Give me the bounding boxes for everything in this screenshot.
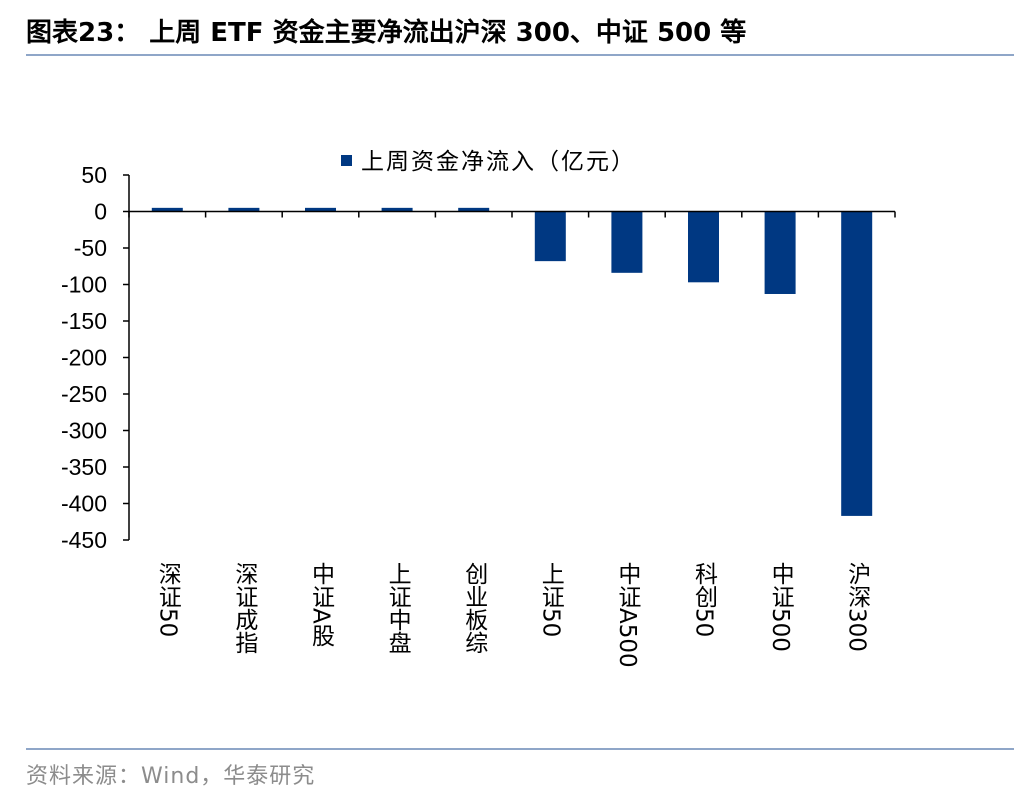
bar [534, 211, 566, 262]
source-rule [26, 748, 1014, 750]
figure-title: 图表23： 上周 ETF 资金主要净流出沪深 300、中证 500 等 [26, 18, 747, 48]
bar [611, 211, 643, 273]
bar [688, 211, 719, 283]
y-tick-label: -350 [61, 454, 107, 480]
category-labels: 深证50 深证成指 中证A股 上证中盘 创业板综 上证50 中证A500 科创50 中证500 沪… [154, 562, 871, 668]
category-label: 科创50 [691, 562, 719, 637]
source-note: 资料来源：Wind，华泰研究 [26, 764, 316, 789]
bar [381, 207, 413, 212]
legend-swatch [341, 155, 352, 166]
y-tick-label: -150 [61, 308, 107, 334]
category-label: 上证中盘 [384, 562, 411, 654]
bar [458, 207, 490, 212]
y-tick-label: -400 [61, 491, 107, 517]
category-label: 中证A股 [308, 562, 336, 647]
legend-label: 上周资金净流入（亿元） [361, 149, 636, 175]
category-label: 深证成指 [231, 562, 259, 654]
y-tick-label: -450 [61, 527, 107, 553]
category-label: 中证500 [767, 562, 794, 652]
bar [764, 211, 796, 294]
bar [228, 207, 260, 212]
y-tick-label: -250 [61, 381, 107, 407]
category-label: 深证50 [154, 562, 182, 637]
y-tick-label: 50 [81, 162, 107, 188]
bars-group [151, 207, 873, 516]
bar-chart: 上周资金净流入（亿元） 50 0 -50 -100 -150 -200 -250 -300 -3… [61, 149, 896, 668]
x-axis [128, 210, 896, 218]
y-tick-label: -300 [61, 418, 107, 444]
category-label: 上证50 [537, 562, 564, 637]
title-rule [26, 54, 1014, 56]
category-label: 沪深300 [844, 562, 872, 652]
category-label: 中证A500 [614, 562, 641, 668]
y-tick-label: -50 [74, 235, 107, 261]
bar [841, 211, 873, 516]
chart-legend: 上周资金净流入（亿元） [341, 149, 636, 175]
y-tick-label: -200 [61, 345, 107, 371]
y-axis: 50 0 -50 -100 -150 -200 -250 -300 -350 -400 -450 [61, 162, 130, 553]
category-label: 创业板综 [461, 562, 489, 654]
bar [151, 207, 183, 212]
y-tick-label: -100 [61, 272, 107, 298]
y-tick-label: 0 [94, 199, 107, 225]
bar [305, 207, 336, 212]
